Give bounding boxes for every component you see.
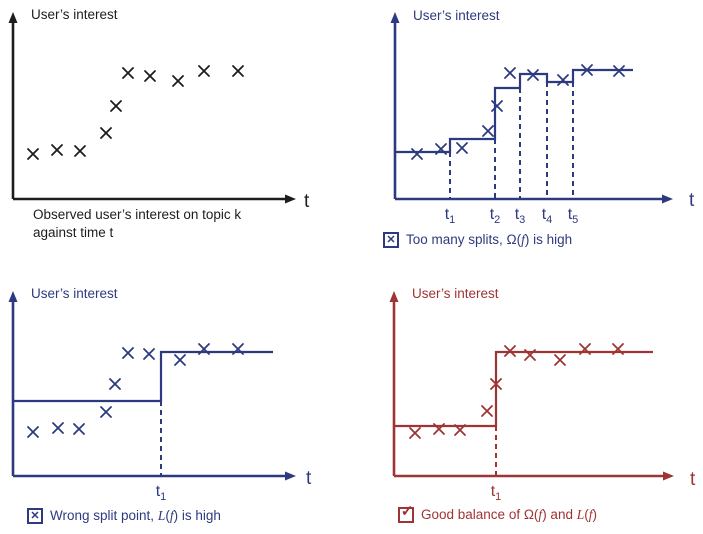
caption-text: Wrong split point, L(f) is high (50, 508, 221, 523)
split-label: t4 (542, 206, 553, 226)
data-point-x-mark (481, 405, 493, 417)
data-point-x-mark (100, 406, 112, 418)
caption-wrong-split-point: ✕ Wrong split point, L(f) is high (27, 507, 221, 525)
data-point-x-mark (490, 378, 502, 390)
step-function-line (394, 350, 653, 428)
y-axis-arrowhead-icon (390, 12, 400, 23)
x-axis-label: t (689, 190, 695, 211)
data-point-x-mark (613, 65, 625, 77)
data-point-x-mark (74, 145, 86, 157)
data-point-x-mark (409, 427, 421, 439)
data-point-x-mark (579, 343, 591, 355)
x-axis-label: t (690, 469, 696, 490)
data-point-x-mark (174, 354, 186, 366)
panel-good-balance: t1 User’s interest t ✓ Good balance of Ω(f) … (352, 267, 703, 534)
data-point-x-mark (198, 343, 210, 355)
y-axis-arrowhead-icon (8, 291, 18, 302)
y-axis-label: User’s interest (31, 286, 118, 301)
caption-too-many-splits: ✕ Too many splits, Ω(f) is high (383, 231, 572, 249)
split-label: t1 (156, 483, 167, 503)
too-many-splits-plot: t1 t2 t3 t4 t5 (390, 12, 673, 226)
y-axis-label: User’s interest (31, 7, 118, 22)
y-axis-arrowhead-icon (8, 12, 18, 23)
data-point-x-mark (51, 144, 63, 156)
caption-observed-data: Observed user’s interest on topic k again… (33, 206, 241, 242)
data-point-x-mark (232, 65, 244, 77)
observed-data-plot (8, 12, 296, 204)
data-point-x-mark (52, 422, 64, 434)
marker-glyph: ✓ (400, 502, 414, 520)
split-label: t1 (491, 483, 502, 503)
split-label: t3 (515, 206, 526, 226)
data-point-x-mark (122, 67, 134, 79)
data-point-x-mark (27, 426, 39, 438)
step-function-line (395, 68, 633, 154)
data-point-x-mark (504, 345, 516, 357)
data-point-x-mark (581, 64, 593, 76)
data-point-x-mark (482, 125, 494, 137)
data-point-x-mark (504, 67, 516, 79)
data-point-x-mark (491, 100, 503, 112)
data-point-x-mark (232, 343, 244, 355)
caption-text: Too many splits, Ω(f) is high (406, 232, 573, 247)
x-axis-arrowhead-icon (285, 471, 296, 481)
data-point-x-mark (172, 75, 184, 87)
data-point-x-mark (524, 349, 536, 361)
data-point-x-mark (411, 148, 423, 160)
data-point-x-mark (435, 143, 447, 155)
caption-text: Good balance of Ω(f) and L(f) (421, 507, 597, 522)
x-box-icon: ✕ (27, 508, 43, 524)
good-balance-plot: t1 (389, 291, 674, 503)
panel-observed-data: User’s interest t Observed user’s interest… (0, 0, 351, 267)
y-axis-label: User’s interest (412, 286, 499, 301)
data-point-x-mark (612, 343, 624, 355)
x-axis-arrowhead-icon (285, 194, 296, 204)
split-label: t1 (445, 206, 456, 226)
x-box-icon: ✕ (383, 232, 399, 248)
x-axis-label: t (304, 191, 310, 212)
data-point-x-mark (554, 354, 566, 366)
checked-box-icon: ✓ (398, 502, 414, 523)
data-point-x-mark (27, 148, 39, 160)
data-point-x-mark (110, 100, 122, 112)
step-function-line (13, 350, 273, 403)
x-axis-arrowhead-icon (662, 194, 673, 204)
data-point-x-mark (527, 69, 539, 81)
split-label: t2 (490, 206, 501, 226)
data-point-x-mark (122, 347, 134, 359)
marker-glyph: ✕ (30, 509, 40, 522)
data-point-x-mark (433, 423, 445, 435)
y-axis-arrowhead-icon (389, 291, 399, 302)
panel-too-many-splits: t1 t2 t3 t4 t5 User’s interest t ✕ Too many spli… (352, 0, 703, 267)
data-point-x-mark (198, 65, 210, 77)
data-point-x-mark (557, 74, 569, 86)
data-point-x-mark (109, 378, 121, 390)
data-point-x-mark (454, 424, 466, 436)
caption-good-balance: ✓ Good balance of Ω(f) and L(f) (398, 502, 597, 524)
data-point-x-mark (144, 70, 156, 82)
caption-text: Observed user’s interest on topic k again… (33, 207, 242, 241)
x-axis-label: t (306, 468, 312, 489)
data-point-x-mark (100, 127, 112, 139)
x-axis-arrowhead-icon (663, 471, 674, 481)
wrong-split-point-plot: t1 (8, 291, 296, 503)
marker-glyph: ✕ (386, 233, 396, 246)
data-point-x-mark (73, 423, 85, 435)
panel-wrong-split-point: t1 User’s interest t ✕ Wrong split point, L(… (0, 267, 351, 534)
split-label: t5 (568, 206, 579, 226)
y-axis-label: User’s interest (413, 8, 500, 23)
data-point-x-mark (143, 348, 155, 360)
data-point-x-mark (456, 142, 468, 154)
